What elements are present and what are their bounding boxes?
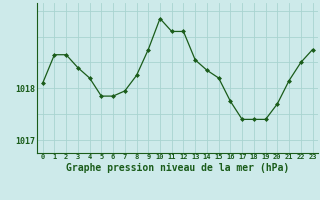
X-axis label: Graphe pression niveau de la mer (hPa): Graphe pression niveau de la mer (hPa)	[66, 163, 289, 173]
